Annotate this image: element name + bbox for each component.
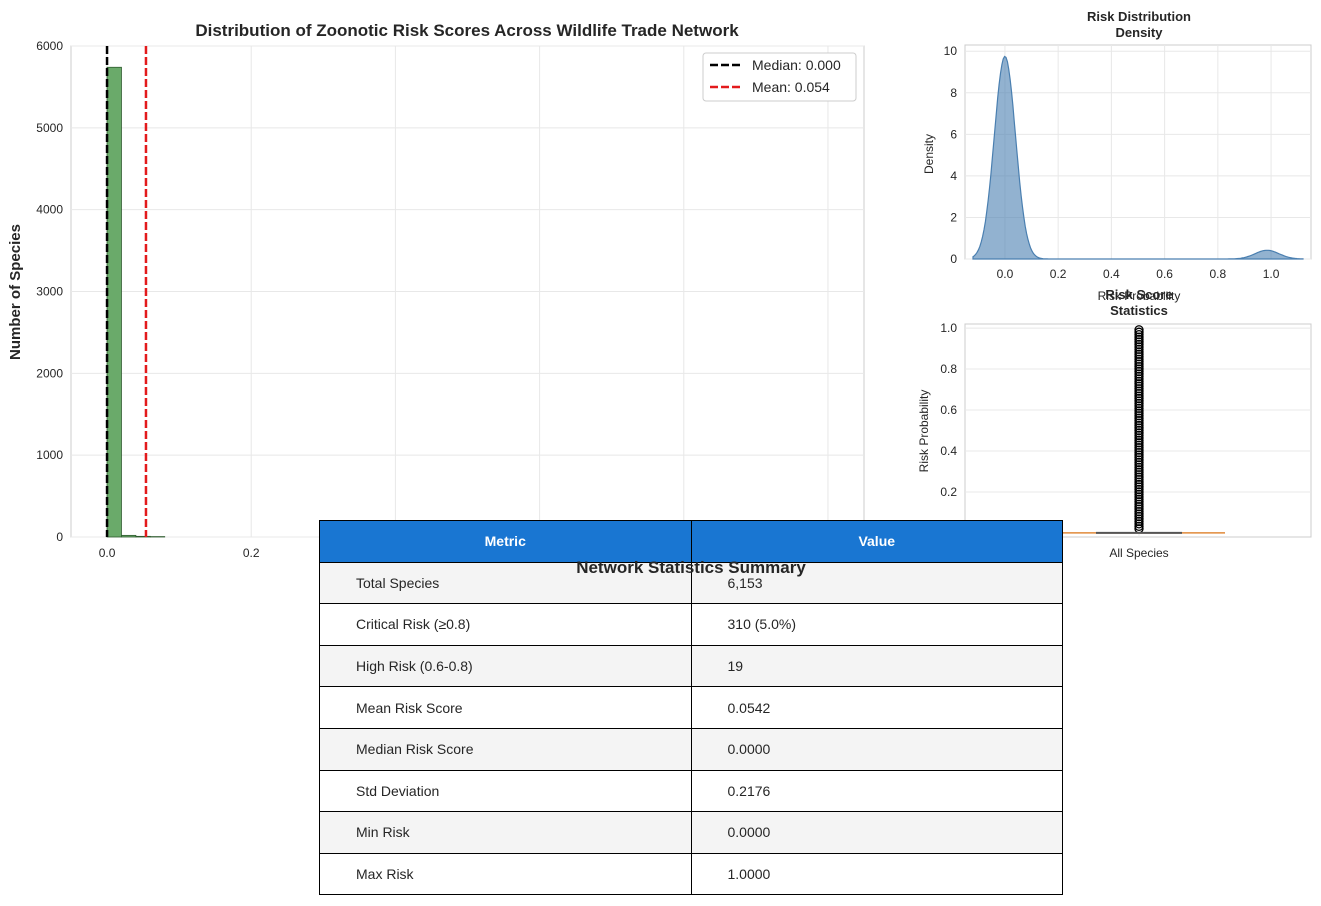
histogram-y-tick: 5000 [36,121,63,135]
density-title-line-1: Risk Distribution [1087,9,1191,24]
boxplot-y-tick: 0.2 [940,485,957,499]
table-cell-value: 0.0000 [690,811,1063,854]
boxplot-y-tick: 1.0 [940,321,957,335]
density-y-tick: 8 [950,86,957,100]
histogram-bar [106,66,122,538]
statistics-table: Metric Value Total Species 6,153 Critical … [319,520,1063,896]
table-header-value: Value [690,520,1063,563]
histogram-legend: Median: 0.000 Mean: 0.054 [702,52,857,102]
table-cell-metric: Total Species [319,561,692,605]
histogram-y-tick: 0 [56,530,63,544]
boxplot-y-tick: 0.8 [940,362,957,376]
boxplot-panel: 0.2 0.4 0.6 0.8 1.0 Risk Score Statistics Ri… [917,287,1312,560]
density-y-tick: 2 [950,210,957,224]
histogram-y-tick: 4000 [36,203,63,217]
boxplot-outlier [1134,329,1144,340]
table-cell-metric: Min Risk [319,811,692,854]
boxplot-outlier [1134,325,1144,335]
table-cell-value: 0.2176 [690,769,1063,813]
density-panel: 0.0 0.2 0.4 0.6 0.8 1.0 0 2 4 6 8 10 Risk Distribu… [922,9,1312,303]
boxplot-outliers [1134,325,1144,534]
table-cell-metric: Median Risk Score [319,727,692,771]
table-row: Total Species 6,153 [319,561,1063,605]
density-curve [972,55,1304,260]
density-y-ticks: 0 2 4 6 8 10 [944,44,958,266]
histogram-y-ticks: 0 1000 2000 3000 4000 5000 6000 [36,39,63,544]
density-x-ticks: 0.0 0.2 0.4 0.6 0.8 1.0 [997,267,1280,281]
histogram-bar [135,535,151,538]
histogram-y-tick: 6000 [36,39,63,53]
table-cell-value: 1.0000 [690,852,1063,896]
histogram-y-tick: 1000 [36,448,63,462]
density-x-tick: 0.8 [1210,267,1227,281]
density-x-label: Risk Probability [1098,289,1181,303]
table-row: Min Risk 0.0000 [319,811,1063,854]
histogram-bars [106,66,166,538]
density-x-tick: 0.4 [1103,267,1120,281]
density-x-tick: 0.6 [1156,267,1173,281]
table-cell-value: 19 [690,644,1063,688]
table-row: Max Risk 1.0000 [319,852,1063,896]
table-row: Critical Risk (≥0.8) 310 (5.0%) [319,603,1063,646]
table-cell-value: 310 (5.0%) [690,603,1063,646]
density-y-label: Density [922,134,936,174]
density-x-tick: 0.0 [997,267,1014,281]
histogram-panel: 0.0 0.2 0 1000 2000 3000 4000 5000 6000 Distrib… [7,21,865,560]
histogram-x-tick: 0.2 [243,546,260,560]
density-x-tick: 0.2 [1050,267,1067,281]
histogram-x-tick: 0.0 [99,546,116,560]
boxplot-y-tick: 0.6 [940,403,957,417]
table-cell-metric: Mean Risk Score [319,686,692,729]
density-x-tick: 1.0 [1263,267,1280,281]
table-cell-value: 6,153 [690,561,1063,605]
histogram-reference-lines [105,46,148,537]
histogram-y-tick: 2000 [36,366,63,380]
table-cell-value: 0.0542 [690,686,1063,729]
table-row: Median Risk Score 0.0000 [319,727,1063,771]
density-title-line-2: Density [1116,25,1164,40]
histogram-y-tick: 3000 [36,285,63,299]
table-cell-metric: Max Risk [319,852,692,896]
table-cell-value: 0.0000 [690,727,1063,771]
boxplot-y-ticks: 0.2 0.4 0.6 0.8 1.0 [940,321,957,499]
boxplot-x-tick-all-species: All Species [1109,546,1168,560]
legend-label-median: Median: 0.000 [752,57,841,73]
histogram-x-ticks: 0.0 0.2 [99,546,260,560]
boxplot-plot-area [964,323,1312,538]
histogram-y-label: Number of Species [7,224,24,360]
histogram-bar [121,534,137,538]
density-y-tick: 0 [950,252,957,266]
density-y-tick: 4 [950,169,957,183]
density-y-tick: 10 [944,44,958,58]
density-y-tick: 6 [950,127,957,141]
table-row: Std Deviation 0.2176 [319,769,1063,813]
legend-label-mean: Mean: 0.054 [752,79,830,95]
histogram-title: Distribution of Zoonotic Risk Scores Acr… [195,21,739,40]
table-header-row: Metric Value [319,520,1063,563]
boxplot-y-tick: 0.4 [940,444,957,458]
table-cell-metric: Std Deviation [319,769,692,813]
table-cell-metric: Critical Risk (≥0.8) [319,603,692,646]
boxplot-title-line-2: Statistics [1110,303,1168,318]
boxplot-y-label: Risk Probability [917,390,931,473]
table-row: Mean Risk Score 0.0542 [319,686,1063,729]
table-cell-metric: High Risk (0.6-0.8) [319,644,692,688]
boxplot-title-line-1: Risk Score [1105,287,1172,302]
table-header-metric: Metric [319,520,692,563]
table-row: High Risk (0.6-0.8) 19 [319,644,1063,688]
boxplot-outlier [1134,327,1144,337]
